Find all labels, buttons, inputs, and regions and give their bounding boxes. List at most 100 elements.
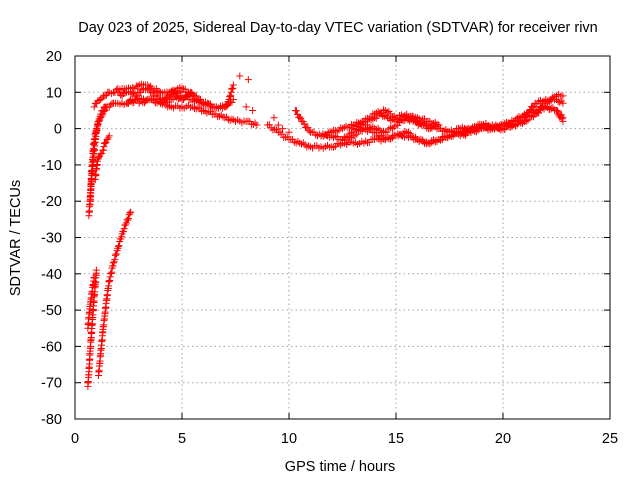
- y-tick-label: -50: [41, 303, 62, 319]
- data-point-interp: [126, 97, 134, 105]
- data-point-interp: [380, 106, 388, 114]
- data-point: [97, 150, 105, 158]
- data-point-interp: [444, 134, 452, 142]
- y-tick-label: -60: [41, 339, 62, 355]
- data-point: [559, 99, 567, 107]
- data-point-interp: [203, 109, 211, 117]
- data-point-interp: [376, 132, 384, 140]
- data-point-interp: [98, 149, 106, 157]
- data-point-interp: [94, 97, 102, 105]
- data-point-interp: [134, 82, 142, 90]
- data-point-interp: [410, 134, 418, 142]
- data-point-interp: [149, 89, 157, 97]
- data-point: [92, 266, 100, 274]
- data-point-interp: [383, 108, 391, 116]
- data-point-interp: [166, 102, 174, 110]
- data-point-interp: [551, 93, 559, 101]
- x-tick-label: 0: [71, 431, 79, 447]
- data-point-interp: [226, 93, 234, 101]
- data-point-interp: [422, 138, 430, 146]
- data-point-interp: [545, 98, 553, 106]
- data-point-interp: [305, 127, 313, 135]
- data-point-interp: [372, 126, 380, 134]
- data-point-interp: [117, 233, 125, 241]
- data-point-interp: [194, 103, 202, 111]
- data-point-interp: [107, 101, 115, 109]
- data-point-interp: [547, 96, 555, 104]
- data-point-interp: [406, 130, 414, 138]
- data-point-interp: [447, 126, 455, 134]
- data-point-interp: [351, 132, 359, 140]
- data-point-interp: [278, 130, 286, 138]
- data-point-interp: [363, 127, 371, 135]
- data-point-interp: [387, 124, 395, 132]
- data-point-interp: [304, 124, 312, 132]
- data-point-interp: [388, 125, 396, 133]
- data-point: [435, 135, 443, 143]
- data-point-interp: [265, 121, 273, 129]
- data-point-interp: [330, 143, 338, 151]
- data-point: [90, 103, 98, 111]
- data-point-interp: [117, 91, 125, 99]
- data-point-interp: [93, 124, 101, 132]
- data-point: [148, 88, 156, 96]
- data-point-interp: [223, 101, 231, 109]
- data-point: [110, 259, 118, 267]
- data-point: [105, 132, 113, 140]
- x-tick-label: 5: [178, 431, 186, 447]
- data-point-interp: [390, 112, 398, 120]
- data-point-interp: [180, 94, 188, 102]
- data-point-interp: [408, 112, 416, 120]
- data-point-interp: [228, 115, 236, 123]
- data-point-interp: [319, 130, 327, 138]
- data-point: [392, 114, 400, 122]
- data-point: [285, 128, 293, 136]
- data-point-interp: [189, 91, 197, 99]
- data-point: [157, 99, 165, 107]
- data-point-interp: [186, 90, 194, 98]
- y-tick-label: -10: [41, 158, 62, 174]
- data-point-interp: [120, 89, 128, 97]
- data-point: [531, 99, 539, 107]
- data-point-interp: [182, 92, 190, 100]
- data-point-interp: [538, 98, 546, 106]
- data-point-interp: [355, 122, 363, 130]
- data-point: [274, 121, 282, 129]
- data-point-interp: [524, 116, 532, 124]
- data-point-interp: [124, 216, 132, 224]
- data-point-interp: [528, 112, 536, 120]
- data-point-interp: [305, 142, 313, 150]
- data-point: [146, 96, 154, 104]
- data-point: [144, 85, 152, 93]
- x-axis-label: GPS time / hours: [285, 459, 395, 475]
- data-point-interp: [342, 122, 350, 130]
- data-point: [253, 121, 261, 129]
- data-point-interp: [326, 128, 334, 136]
- data-point-interp: [522, 117, 530, 125]
- y-tick-label: -70: [41, 376, 62, 392]
- data-point-interp: [380, 134, 388, 142]
- data-point-interp: [111, 256, 119, 264]
- data-point: [127, 208, 135, 216]
- x-tick-label: 20: [495, 431, 511, 447]
- data-point-interp: [399, 129, 407, 137]
- y-tick-labels: -80 -70 -60 -50 -40 -30 -20 -10 0 10 20: [41, 49, 62, 428]
- data-point: [101, 92, 109, 100]
- x-tick-label: 25: [602, 431, 618, 447]
- data-point: [122, 219, 130, 227]
- data-point-interp: [133, 95, 141, 103]
- data-points: [84, 72, 567, 390]
- data-point-interp: [394, 130, 402, 138]
- data-point-interp: [171, 93, 179, 101]
- data-point: [189, 103, 197, 111]
- data-point-interp: [113, 250, 121, 258]
- data-point: [221, 114, 229, 122]
- data-point-interp: [154, 92, 162, 100]
- data-point-interp: [100, 143, 108, 151]
- data-point-interp: [148, 95, 156, 103]
- data-point: [559, 92, 567, 100]
- data-point-interp: [431, 138, 439, 146]
- y-tick-label: -80: [41, 412, 62, 428]
- chart-title: Day 023 of 2025, Sidereal Day-to-day VTE…: [78, 20, 598, 36]
